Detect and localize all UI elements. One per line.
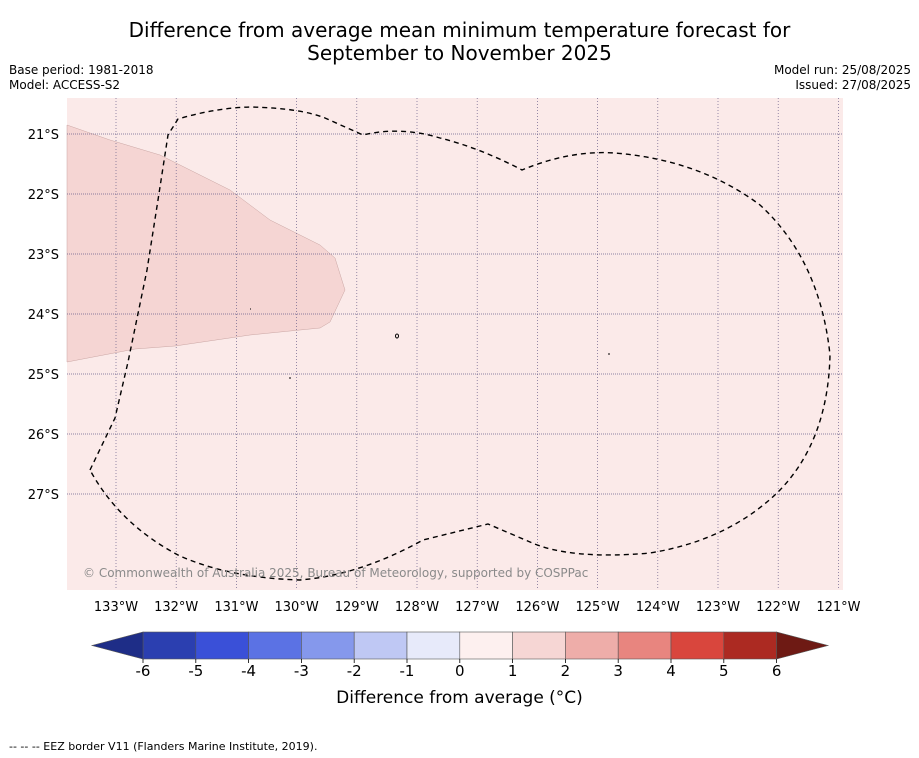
longitude-label: 132°W <box>154 600 198 615</box>
issued-date: Issued: 27/08/2025 <box>795 78 911 92</box>
colorbar-segment <box>459 631 513 660</box>
latitude-label: 23°S <box>28 248 59 263</box>
base-period: Base period: 1981-2018 <box>9 63 154 77</box>
colorbar-tick-label: 6 <box>772 662 782 680</box>
latitude-label: 24°S <box>28 308 59 323</box>
colorbar-segment <box>353 631 408 660</box>
longitude-label: 125°W <box>576 600 620 615</box>
latitude-label: 26°S <box>28 428 59 443</box>
colorbar-tick-label: 2 <box>561 662 571 680</box>
colorbar-tick-label: -6 <box>136 662 151 680</box>
colorbar-tick-label: 3 <box>613 662 623 680</box>
longitude-label: 124°W <box>636 600 680 615</box>
colorbar-tick-label: -3 <box>294 662 309 680</box>
longitude-label: 123°W <box>696 600 740 615</box>
colorbar-segment <box>565 631 619 660</box>
colorbar-under-arrow <box>90 631 144 660</box>
colorbar-segment <box>406 631 461 660</box>
latitude-label: 27°S <box>28 488 59 503</box>
longitude-labels: 133°W 132°W 131°W 130°W 129°W 128°W 127°W 126°W… <box>94 600 861 615</box>
colorbar-tick-label: -2 <box>347 662 362 680</box>
colorbar-tick-label: -5 <box>188 662 203 680</box>
longitude-label: 126°W <box>515 600 559 615</box>
eez-border <box>89 106 831 581</box>
latitude-label: 22°S <box>28 188 59 203</box>
longitude-label: 127°W <box>455 600 499 615</box>
latitude-label: 25°S <box>28 368 59 383</box>
model-name: Model: ACCESS-S2 <box>9 78 121 92</box>
longitude-label: 133°W <box>94 600 138 615</box>
longitude-label: 129°W <box>335 600 379 615</box>
longitude-label: 128°W <box>395 600 439 615</box>
copyright-watermark: © Commonwealth of Australia 2025, Bureau… <box>83 566 588 580</box>
colorbar-segment <box>142 631 197 660</box>
colorbar-tick-label: 4 <box>666 662 676 680</box>
longitude-label: 121°W <box>816 600 860 615</box>
longitude-label: 122°W <box>756 600 800 615</box>
map-gridlines <box>67 98 843 590</box>
colorbar-segment <box>512 631 566 660</box>
colorbar-segment <box>670 631 725 660</box>
colorbar-label: Difference from average (°C) <box>336 688 583 708</box>
colorbar-segment <box>617 631 672 660</box>
colorbar-segment <box>301 631 355 660</box>
colorbar-segment <box>248 631 302 660</box>
warm-anomaly-region <box>66 124 346 363</box>
colorbar-segment <box>723 631 777 660</box>
colorbar-tick-label: 1 <box>508 662 518 680</box>
latitude-labels: 21°S 22°S 23°S 24°S 25°S 26°S 27°S <box>28 128 59 503</box>
longitude-label: 131°W <box>214 600 258 615</box>
model-run-date: Model run: 25/08/2025 <box>773 63 911 77</box>
colorbar-tick-label: -1 <box>400 662 415 680</box>
longitude-label: 130°W <box>275 600 319 615</box>
colorbar: -6 -5 -4 -3 -2 -1 0 1 2 3 4 5 6 <box>90 631 830 680</box>
colorbar-tick-label: -4 <box>241 662 256 680</box>
island-markers <box>250 308 610 379</box>
chart-title-line1: Difference from average mean minimum tem… <box>128 18 791 42</box>
colorbar-segment <box>195 631 249 660</box>
latitude-label: 21°S <box>28 128 59 143</box>
forecast-map: © Commonwealth of Australia 2025, Bureau… <box>28 98 861 680</box>
colorbar-over-arrow <box>776 631 830 660</box>
chart-title-line2: September to November 2025 <box>307 41 612 65</box>
colorbar-tick-label: 5 <box>719 662 729 680</box>
eez-legend-note: -- -- -- EEZ border V11 (Flanders Marine… <box>9 740 318 753</box>
colorbar-tick-label: 0 <box>455 662 465 680</box>
